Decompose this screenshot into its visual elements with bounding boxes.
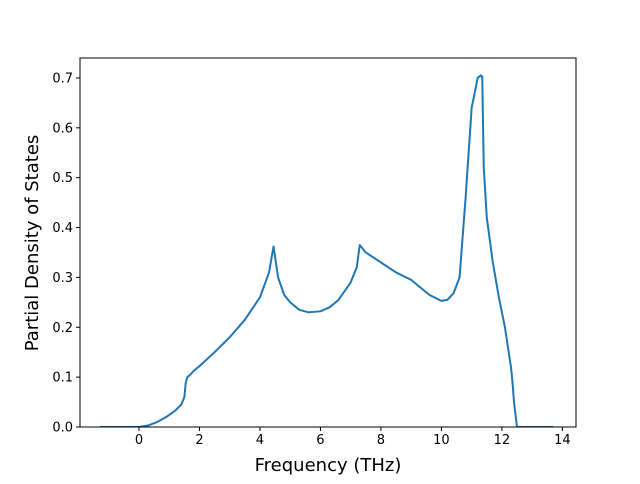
x-tick-label: 14	[554, 433, 571, 448]
y-tick-label: 0.6	[52, 121, 73, 136]
x-tick-label: 4	[256, 433, 264, 448]
x-tick-label: 6	[316, 433, 324, 448]
y-tick-label: 0.7	[52, 71, 73, 86]
x-tick-label: 10	[433, 433, 450, 448]
x-tick-label: 2	[195, 433, 203, 448]
x-axis-label: Frequency (THz)	[255, 455, 402, 476]
y-tick-label: 0.2	[52, 321, 73, 336]
plot-area	[79, 57, 577, 428]
y-tick-label: 0.4	[52, 221, 73, 236]
x-tick-label: 0	[135, 433, 143, 448]
y-axis-label: Partial Density of States	[22, 135, 43, 352]
series-line-0	[99, 74, 554, 427]
y-tick-label: 0.1	[52, 371, 73, 386]
x-tick-label: 12	[494, 433, 511, 448]
x-tick-label: 8	[377, 433, 385, 448]
y-tick-label: 0.3	[52, 271, 73, 286]
axis-ticks: 0 2 4 6 8 10 12 14 0.0 0.1 0.2 0.3 0.4 0.5 0.6 0.7	[52, 71, 570, 448]
y-tick-label: 0.5	[52, 171, 73, 186]
axes-frame	[79, 57, 577, 428]
y-tick-label: 0.0	[52, 421, 73, 436]
